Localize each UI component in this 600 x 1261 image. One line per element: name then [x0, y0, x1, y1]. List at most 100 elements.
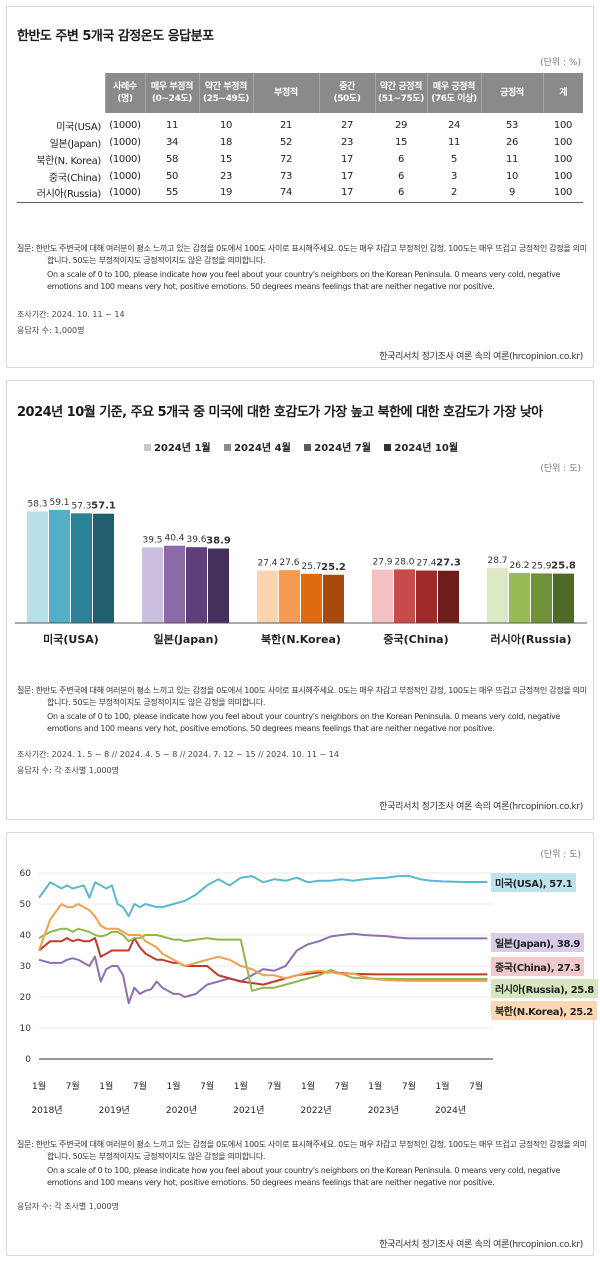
- bar-value-label: 25.8: [551, 561, 576, 572]
- year-label: 2024년: [434, 1106, 467, 1116]
- bar: [208, 548, 229, 623]
- x-tick-label: 7월: [267, 1082, 282, 1092]
- x-tick-label: 7월: [334, 1082, 349, 1092]
- table-cell: 11: [505, 154, 519, 165]
- panel-title: 2024년 10월 기준, 주요 5개국 중 미국에 대한 호감도가 가장 높고…: [17, 405, 543, 420]
- row-label: 중국(China): [48, 173, 101, 184]
- bar-value-label: 28.0: [394, 557, 414, 567]
- legend-swatch: [143, 444, 151, 451]
- table-cell: 23: [219, 171, 233, 182]
- row-label: 미국(USA): [56, 122, 101, 133]
- header-cell: 사례수 (명): [104, 73, 145, 113]
- end-label-nkorea: 북한(N.Korea), 25.2: [491, 1001, 597, 1020]
- bar: [553, 573, 574, 623]
- series-line: [38, 903, 488, 982]
- bar-value-label: 38.9: [206, 536, 231, 547]
- x-tick-label: 7월: [469, 1082, 484, 1092]
- header-cell: 부정적: [252, 73, 319, 113]
- bar: [142, 547, 163, 623]
- header-cell: 매우 부정적 (0~24도): [144, 73, 199, 113]
- category-label: 중국(China): [383, 633, 448, 646]
- table-cell: 53: [505, 120, 519, 131]
- table-cell: 11: [447, 137, 461, 148]
- series-line: [38, 927, 488, 992]
- legend-swatch: [304, 444, 312, 451]
- bar: [323, 574, 344, 623]
- table-cell: 15: [219, 154, 233, 165]
- x-tick-label: 1월: [368, 1082, 383, 1092]
- table-cell: 26: [505, 137, 519, 148]
- question-ko: 질문: 한반도 주변국에 대해 여러분이 평소 느끼고 있는 감정을 0도에서 …: [17, 1140, 587, 1161]
- year-label: 2023년: [367, 1106, 399, 1116]
- row-label: 러시아(Russia): [17, 185, 105, 203]
- bar-value-label: 27.3: [436, 558, 461, 569]
- x-tick-label: 1월: [435, 1082, 450, 1092]
- table-cell: (1000): [109, 154, 141, 165]
- y-tick-label: 40: [20, 931, 32, 941]
- respondents: 응답자 수: 각 조사별 1,000명: [17, 1202, 120, 1211]
- table-cell: 72: [279, 154, 293, 165]
- table-cell: 17: [340, 171, 354, 182]
- table-cell: 19: [199, 185, 253, 203]
- bar-value-label: 40.4: [164, 534, 184, 544]
- x-tick-label: 1월: [99, 1082, 114, 1092]
- survey-period: 조사기간: 2024. 1. 5 ~ 8 // 2024. 4. 5 ~ 8 /…: [17, 750, 339, 759]
- table-cell: 11: [165, 120, 179, 131]
- bar: [27, 511, 48, 623]
- question-note: 질문: 한반도 주변국에 대해 여러분이 평소 느끼고 있는 감정을 0도에서 …: [17, 1139, 587, 1189]
- bar-value-label: 58.3: [27, 499, 47, 509]
- bar-chart: 58.3 59.1 57.3 57.1 미국(USA) 39.5 40.4 39.6 38.9 일…: [15, 498, 587, 646]
- source-label: 한국리서치 정기조사 여론 속의 여론(hrcopinion.co.kr): [379, 802, 583, 812]
- table-cell: 24: [447, 120, 461, 131]
- bar-value-label: 27.9: [372, 558, 392, 568]
- bar-value-label: 39.5: [142, 535, 162, 545]
- legend-swatch: [224, 444, 232, 451]
- bar-value-label: 57.1: [91, 501, 116, 512]
- bar-value-label: 25.7: [301, 562, 321, 572]
- table-cell: 100: [543, 185, 583, 203]
- table-row: 미국(USA) (1000) 11 10 21 27 29 24 53 100: [17, 113, 583, 134]
- table-cell: 17: [319, 185, 375, 203]
- bar-chart-panel: 2024년 10월 기준, 주요 5개국 중 미국에 대한 호감도가 가장 높고…: [6, 380, 594, 820]
- category-label: 북한(N.Korea): [261, 632, 341, 646]
- table-cell: 23: [340, 137, 354, 148]
- table-cell: 100: [553, 171, 573, 182]
- table-cell: (1000): [109, 137, 141, 148]
- question-ko: 질문: 한반도 주변국에 대해 여러분이 평소 느끼고 있는 감정을 0도에서 …: [17, 686, 587, 707]
- table-cell: 100: [553, 154, 573, 165]
- x-tick-label: 1월: [166, 1082, 181, 1092]
- question-en: On a scale of 0 to 100, please indicate …: [47, 1166, 561, 1187]
- end-label-china: 중국(China), 27.3: [491, 957, 585, 976]
- bar-value-label: 59.1: [49, 498, 69, 508]
- table-cell: 58: [165, 154, 179, 165]
- question-note: 질문: 한반도 주변국에 대해 여러분이 평소 느끼고 있는 감정을 0도에서 …: [17, 685, 587, 735]
- header-cell: 약간 부정적 (25~49도): [198, 73, 253, 113]
- panel-title: 한반도 주변 5개국 감정온도 응답분포: [17, 29, 214, 44]
- legend-swatch: [384, 444, 392, 451]
- line-chart-panel: (단위 : 도) 0 10 20 30 40 50 60 미국(USA), 57.1 일본(…: [6, 832, 598, 1256]
- bar: [93, 513, 114, 623]
- table-cell: 29: [394, 120, 408, 131]
- y-tick-label: 60: [20, 869, 32, 879]
- bar-value-label: 39.6: [186, 535, 206, 545]
- y-tick-label: 30: [20, 962, 32, 972]
- question-ko: 질문: 한반도 주변국에 대해 여러분이 평소 느끼고 있는 감정을 0도에서 …: [17, 244, 587, 265]
- table-cell: 10: [505, 171, 519, 182]
- header-cell: 중간 (50도): [318, 73, 375, 113]
- bar: [372, 569, 393, 623]
- question-en: On a scale of 0 to 100, please indicate …: [47, 712, 561, 733]
- category-label: 일본(Japan): [154, 632, 219, 646]
- legend-item: 2024년 4월: [224, 439, 291, 454]
- header-empty: [17, 73, 105, 113]
- series-line: [38, 874, 488, 918]
- bar-value-label: 25.9: [531, 561, 551, 571]
- table-cell: 6: [397, 154, 405, 165]
- year-label: 2022년: [300, 1106, 332, 1116]
- table-cell: 9: [481, 185, 543, 203]
- bar: [509, 572, 530, 623]
- end-label-usa: 미국(USA), 57.1: [491, 873, 577, 892]
- bar: [49, 509, 70, 623]
- table-cell: 73: [279, 171, 293, 182]
- source-label: 한국리서치 정기조사 여론 속의 여론(hrcopinion.co.kr): [379, 352, 583, 362]
- legend-item: 2024년 1월: [143, 439, 211, 454]
